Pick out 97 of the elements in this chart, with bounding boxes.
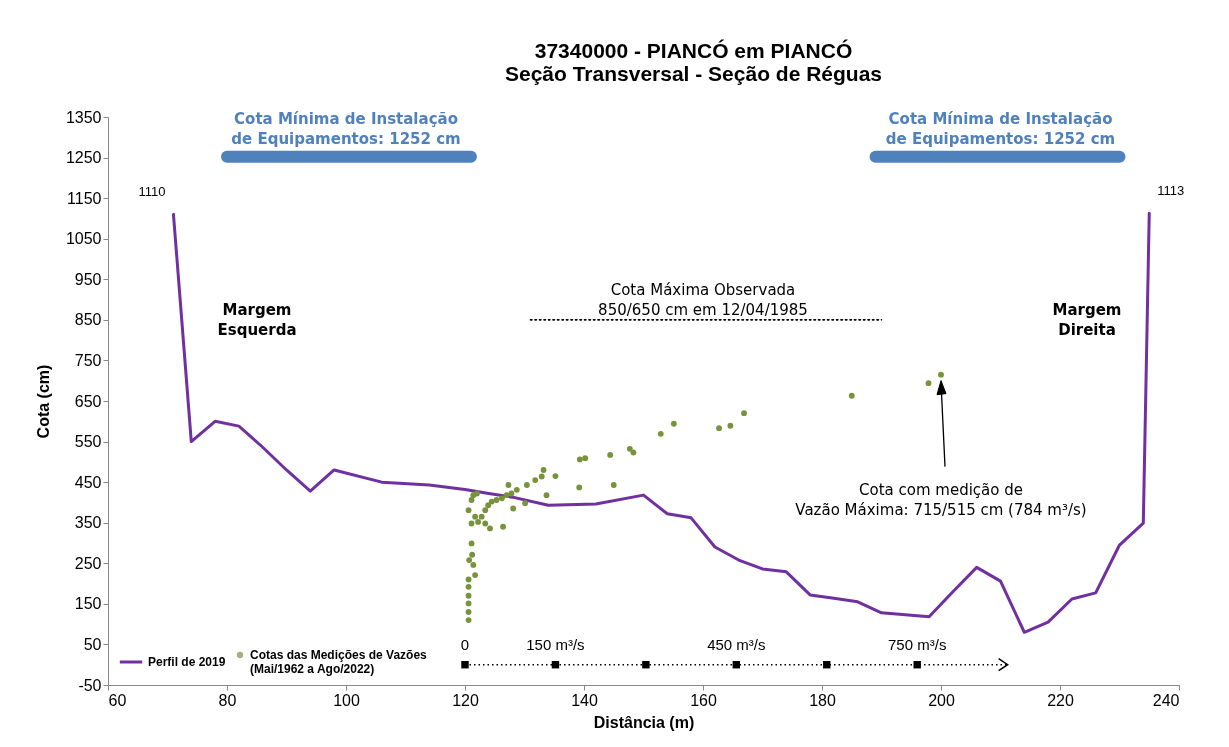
point [716, 425, 722, 432]
x-tick-label: 100 [333, 691, 360, 709]
point [505, 482, 512, 488]
y-tick-label: 1250 [65, 149, 102, 167]
point [461, 661, 469, 669]
y-tick-label: 1350 [65, 108, 102, 126]
point [465, 507, 472, 514]
point [468, 540, 475, 547]
point [848, 392, 855, 399]
point [576, 456, 583, 463]
point [523, 482, 530, 488]
y-tick-label: 150 [74, 595, 102, 613]
point [938, 371, 944, 378]
annotation: Cota Mínima de Instalação de Equipamentos: 1252 cm [231, 109, 461, 148]
point [576, 484, 583, 491]
annotation: Margem Direita [1052, 301, 1122, 339]
annotation: Cota Máxima Observada 850/650 cm em 12/04/1985 [598, 280, 808, 319]
point [610, 482, 617, 488]
point [465, 609, 472, 615]
point [538, 473, 545, 480]
point [913, 661, 921, 669]
point [607, 452, 614, 458]
x-tick-label: 200 [928, 691, 955, 709]
y-tick-label: 1050 [65, 230, 102, 248]
annotation: 1110 [138, 184, 166, 200]
annotation: 1113 [1157, 183, 1185, 199]
point [543, 492, 550, 499]
point [482, 507, 489, 514]
y-tick-label: 750 [74, 351, 102, 369]
point [642, 661, 650, 669]
annotation: 150 m³/s [526, 635, 585, 653]
x-tick-label: 240 [1152, 691, 1180, 709]
line-series [171, 211, 1151, 634]
chart-title: 37340000 - PIANCÓ em PIANCÓ [534, 39, 853, 62]
annotation: Cota Mínima de Instalação de Equipamentos: 1252 cm [885, 109, 1116, 148]
point [552, 473, 559, 479]
point [478, 513, 485, 520]
point [582, 455, 589, 462]
point [485, 502, 492, 509]
y-tick-label: 1150 [67, 189, 102, 207]
point [472, 572, 479, 578]
point [508, 490, 515, 497]
point [513, 486, 520, 493]
legend-label: Perfil de 2019 [148, 655, 226, 669]
x-axis-title: Distância (m) [593, 713, 695, 731]
point [468, 520, 475, 527]
point [487, 525, 493, 532]
x-tick-label: 120 [452, 691, 479, 709]
point [466, 557, 473, 563]
point [465, 617, 472, 623]
point [532, 477, 539, 484]
point [670, 420, 677, 427]
point [727, 422, 734, 429]
x-tick-label: 160 [690, 691, 717, 709]
point [741, 410, 747, 417]
point [482, 520, 489, 527]
point [510, 505, 517, 512]
point [470, 562, 477, 568]
y-tick-label: -50 [78, 676, 102, 694]
point [540, 467, 547, 473]
point [465, 600, 472, 607]
x-tick-label: 60 [108, 691, 127, 709]
annotation: Cota com medição de Vazão Máxima: 715/515 cm (784 m³/s) [795, 480, 1087, 519]
annotation: Margem Esquerda [217, 301, 297, 339]
y-tick-label: 950 [74, 270, 102, 288]
y-axis-title: Cota (cm) [34, 364, 52, 439]
legend-label: Cotas das Medições de Vazões (Mai/1962 a Ago/2022) [250, 648, 428, 676]
point [630, 449, 637, 456]
y-tick-label: 250 [74, 554, 102, 572]
annotation: 750 m³/s [888, 635, 947, 653]
x-tick-label: 140 [571, 691, 598, 709]
x-tick-label: 80 [218, 691, 237, 709]
point [472, 513, 479, 520]
point [498, 495, 505, 502]
point [500, 523, 506, 530]
annotation: 450 m³/s [707, 635, 766, 653]
point [475, 518, 481, 525]
point [469, 551, 476, 558]
point [465, 583, 472, 590]
point [465, 592, 472, 599]
y-tick-label: 350 [74, 514, 102, 532]
chart-subtitle: Seção Transversal - Seção de Réguas [504, 62, 883, 85]
point [925, 380, 932, 387]
annotation: 0 [460, 635, 470, 653]
point [626, 445, 633, 452]
y-tick-label: 850 [74, 311, 102, 329]
x-tick-label: 220 [1047, 691, 1074, 709]
point [522, 500, 529, 507]
y-tick-label: 450 [74, 473, 102, 491]
point [465, 576, 472, 583]
y-tick-label: 50 [83, 635, 102, 653]
y-tick-label: 550 [74, 433, 102, 451]
y-tick-label: 650 [74, 392, 102, 410]
point [657, 430, 664, 437]
point [493, 497, 500, 503]
point [488, 498, 495, 505]
x-tick-label: 180 [809, 691, 836, 709]
